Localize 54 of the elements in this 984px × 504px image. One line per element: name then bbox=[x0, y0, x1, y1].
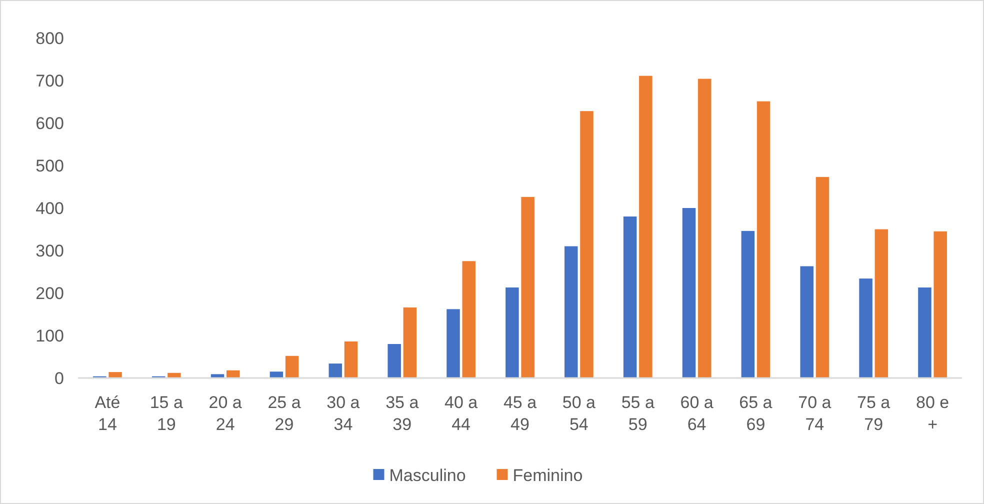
x-tick-label: 70 a 74 bbox=[798, 393, 832, 434]
bar bbox=[226, 370, 240, 378]
y-tick-label: 100 bbox=[36, 326, 64, 346]
legend-label: Masculino bbox=[389, 466, 466, 485]
x-tick-label: 40 a 44 bbox=[444, 393, 478, 434]
x-tick-label: 50 a 54 bbox=[562, 393, 596, 434]
x-tick-label: 80 e + bbox=[916, 393, 950, 434]
bar bbox=[580, 111, 594, 378]
x-tick-label: 75 a 79 bbox=[857, 393, 891, 434]
y-tick-label: 700 bbox=[36, 71, 64, 90]
bar bbox=[564, 246, 578, 378]
bar bbox=[210, 374, 224, 378]
bar bbox=[388, 344, 401, 378]
y-tick-label: 800 bbox=[36, 28, 64, 48]
bar bbox=[623, 216, 637, 378]
x-tick-label: Até 14 bbox=[94, 393, 120, 434]
x-tick-label: 60 a 64 bbox=[680, 393, 714, 434]
x-tick-label: 35 a 39 bbox=[386, 393, 420, 434]
bar bbox=[698, 78, 712, 378]
y-tick-label: 0 bbox=[54, 368, 64, 388]
bar bbox=[859, 278, 872, 378]
bar bbox=[506, 287, 519, 378]
bar bbox=[874, 229, 888, 378]
bar bbox=[639, 76, 652, 378]
bar bbox=[446, 309, 460, 378]
bar bbox=[800, 266, 814, 378]
bar bbox=[344, 341, 358, 378]
x-tick-label: 15 a 19 bbox=[150, 393, 184, 434]
y-tick-label: 300 bbox=[36, 241, 64, 260]
bar bbox=[403, 307, 417, 378]
bar bbox=[328, 364, 342, 378]
x-tick-label: 45 a 49 bbox=[503, 393, 538, 434]
x-tick-label: 20 a 24 bbox=[208, 393, 242, 434]
bar bbox=[918, 287, 932, 378]
y-tick-label: 500 bbox=[36, 156, 64, 176]
y-tick-label: 600 bbox=[36, 114, 64, 133]
bar bbox=[741, 230, 755, 378]
bar bbox=[816, 176, 830, 378]
x-tick-label: 25 a 29 bbox=[268, 393, 302, 434]
bar bbox=[285, 356, 299, 378]
legend-label: Feminino bbox=[512, 466, 583, 485]
bar bbox=[934, 231, 947, 378]
bar bbox=[756, 101, 770, 378]
bar bbox=[682, 208, 696, 378]
bar bbox=[270, 372, 284, 378]
bar bbox=[521, 196, 534, 378]
x-tick-label: 30 a 34 bbox=[326, 393, 360, 434]
bar bbox=[168, 372, 181, 378]
x-tick-label: 55 a 59 bbox=[621, 393, 655, 434]
y-tick-label: 200 bbox=[36, 284, 64, 303]
bar bbox=[462, 261, 476, 378]
y-tick-label: 400 bbox=[36, 198, 64, 218]
x-tick-label: 65 a 69 bbox=[739, 393, 773, 434]
bar bbox=[108, 372, 122, 378]
